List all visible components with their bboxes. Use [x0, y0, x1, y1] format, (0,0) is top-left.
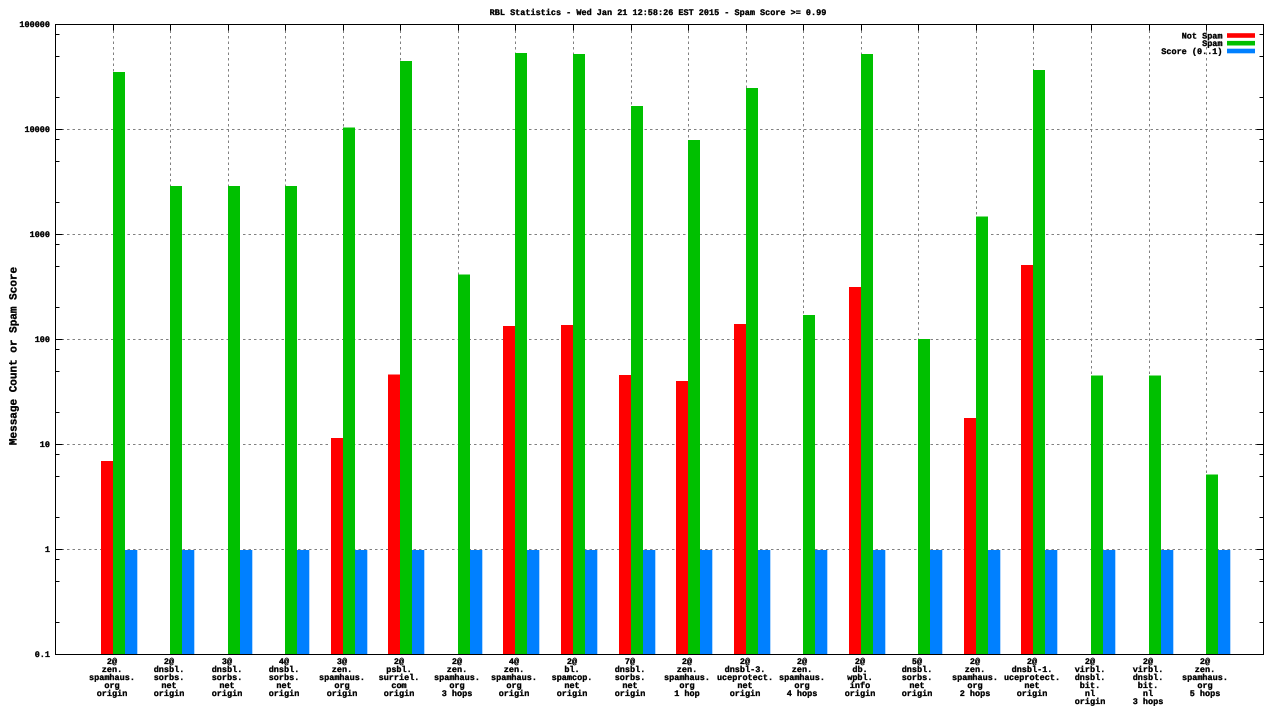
svg-text:1000: 1000	[30, 230, 50, 240]
svg-text:10: 10	[40, 440, 50, 450]
svg-text:100: 100	[35, 335, 50, 345]
svg-text:100000: 100000	[19, 20, 50, 30]
svg-text:2@virbl.dnsbl.bit.nl3 hops: 2@ virbl. dnsbl. bit. nl 3 hops	[1133, 657, 1164, 707]
svg-text:1: 1	[45, 545, 50, 555]
svg-text:Score (0..1): Score (0..1)	[1161, 47, 1222, 57]
svg-text:RBL Statistics - Wed Jan 21 12: RBL Statistics - Wed Jan 21 12:58:26 EST…	[490, 8, 827, 18]
svg-text:Message Count or Spam Score: Message Count or Spam Score	[9, 266, 21, 445]
svg-text:10000: 10000	[24, 125, 50, 135]
svg-text:Spam: Spam	[1202, 39, 1222, 49]
svg-text:0.1: 0.1	[35, 650, 50, 660]
svg-text:Not Spam: Not Spam	[1182, 31, 1223, 41]
